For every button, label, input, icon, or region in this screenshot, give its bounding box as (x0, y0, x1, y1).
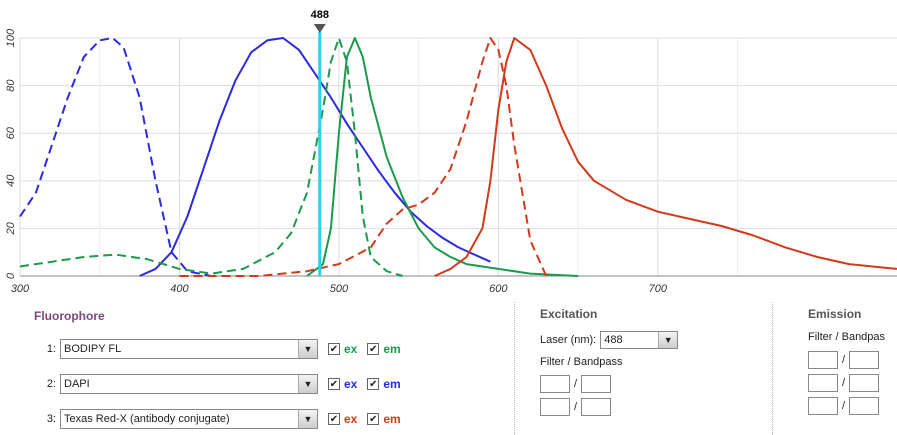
emission-filter-input[interactable] (808, 374, 838, 392)
chevron-down-icon[interactable]: ▼ (298, 410, 317, 428)
fluorophore-row: 1: BODIPY FL ▼ ✔ ex ✔ em (36, 338, 401, 360)
ex-label: ex (344, 377, 358, 391)
laser-label: Laser (nm): (540, 334, 597, 346)
slash: / (574, 400, 578, 413)
spectrum-line (306, 37, 579, 277)
ex-checkbox-3[interactable]: ✔ (328, 413, 340, 425)
slash: / (574, 377, 578, 390)
laser-line-label: 488 (311, 9, 329, 21)
spectrum-line (19, 37, 403, 277)
fluorophore-row: 2: DAPI ▼ ✔ ex ✔ em (36, 373, 401, 395)
y-tick-label: 80 (5, 79, 17, 92)
em-checkbox-2[interactable]: ✔ (367, 378, 380, 390)
x-tick-label: 300 (11, 283, 30, 295)
laser-value: 488 (604, 334, 623, 346)
chart-grid (19, 37, 897, 277)
emission-panel: Emission Filter / Bandpas / / / (808, 307, 897, 415)
slash: / (842, 399, 846, 412)
chevron-down-icon[interactable]: ▼ (658, 332, 678, 348)
excitation-title: Excitation (540, 307, 598, 321)
excitation-filter-label: Filter / Bandpass (540, 356, 623, 368)
emission-filter-input[interactable] (808, 351, 838, 369)
excitation-filter-input[interactable] (540, 375, 570, 393)
laser-line-group: 488 (311, 9, 329, 276)
spectrum-line (19, 37, 212, 277)
excitation-filter-row: / (540, 398, 762, 416)
row-index: 1: (46, 343, 56, 355)
x-tick-label: 400 (170, 283, 189, 295)
fluorophore-select-1[interactable]: BODIPY FL ▼ (60, 339, 318, 359)
fluorophore-title: Fluorophore (34, 309, 105, 323)
slash: / (842, 353, 846, 366)
x-tick-label: 700 (649, 283, 668, 295)
laser-select[interactable]: 488 ▼ (600, 331, 679, 349)
excitation-filter-row: / (540, 375, 762, 393)
spectrum-line (179, 37, 548, 277)
emission-bandpass-input[interactable] (849, 374, 880, 392)
ex-checkbox-2[interactable]: ✔ (328, 378, 340, 390)
panel-divider (514, 302, 515, 435)
spectrum-line (434, 37, 897, 277)
fluorophore-row: 3: Texas Red-X (antibody conjugate) ▼ ✔ … (36, 408, 401, 430)
y-tick-label: 100 (5, 28, 17, 47)
row-index: 3: (46, 413, 56, 425)
emission-filter-row: / (808, 351, 897, 369)
fluorophore-select-2[interactable]: DAPI ▼ (60, 374, 318, 394)
emission-title: Emission (808, 307, 862, 321)
y-tick-label: 20 (5, 221, 17, 235)
select-value: Texas Red-X (antibody conjugate) (64, 413, 230, 425)
spectra-chart: 0 20 40 60 80 100 300 400 500 600 700 488 (5, 9, 897, 295)
em-label: em (383, 377, 401, 391)
fluorophore-select-3[interactable]: Texas Red-X (antibody conjugate) ▼ (60, 409, 318, 429)
y-tick-label: 40 (5, 174, 17, 187)
triangle-down-icon (313, 24, 326, 33)
emission-filter-row: / (808, 374, 897, 392)
select-value: BODIPY FL (64, 343, 122, 355)
select-value: DAPI (64, 378, 90, 390)
em-checkbox-3[interactable]: ✔ (367, 413, 380, 425)
x-tick-label: 600 (489, 283, 508, 295)
chevron-down-icon[interactable]: ▼ (298, 340, 317, 358)
ex-label: ex (344, 342, 358, 356)
emission-filter-input[interactable] (808, 397, 838, 415)
em-label: em (383, 342, 401, 356)
laser-row: Laser (nm): 488 ▼ (540, 331, 762, 349)
em-checkbox-1[interactable]: ✔ (367, 343, 380, 355)
ex-checkbox-1[interactable]: ✔ (328, 343, 340, 355)
slash: / (842, 376, 846, 389)
excitation-bandpass-input[interactable] (581, 398, 612, 416)
em-label: em (383, 412, 401, 426)
emission-bandpass-input[interactable] (849, 351, 880, 369)
emission-filter-label: Filter / Bandpas (808, 331, 886, 343)
x-axis-ticks: 300 400 500 600 700 (11, 283, 668, 295)
y-tick-label: 60 (5, 126, 17, 139)
ex-label: ex (344, 412, 358, 426)
panel-divider (772, 302, 773, 435)
row-index: 2: (46, 378, 56, 390)
emission-bandpass-input[interactable] (849, 397, 880, 415)
x-tick-label: 500 (330, 283, 349, 295)
excitation-filter-input[interactable] (540, 398, 570, 416)
excitation-panel: Excitation Laser (nm): 488 ▼ Filter / Ba… (540, 307, 762, 416)
emission-filter-row: / (808, 397, 897, 415)
spectrum-line (139, 37, 491, 277)
chart-series (19, 37, 897, 277)
y-axis-ticks: 0 20 40 60 80 100 (5, 28, 17, 279)
excitation-bandpass-input[interactable] (581, 375, 612, 393)
y-tick-label: 0 (5, 272, 17, 279)
chevron-down-icon[interactable]: ▼ (298, 375, 317, 393)
